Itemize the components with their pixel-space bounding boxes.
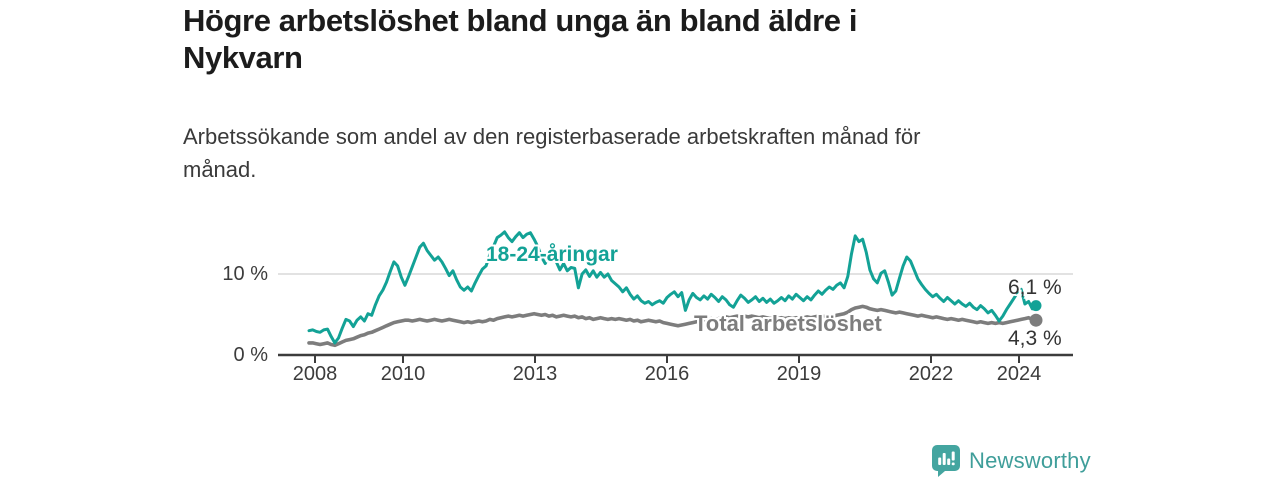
x-axis-tick-label: 2016 (644, 363, 690, 385)
x-axis-tick-label: 2010 (380, 363, 426, 385)
end-value-label-total: 4,3 % (1008, 327, 1062, 350)
chart-subtitle: Arbetssökande som andel av den registerb… (183, 120, 1043, 186)
series-line-youth (307, 230, 1038, 345)
series-lines (307, 230, 1043, 348)
x-axis-tick-label: 2019 (776, 363, 822, 385)
page-title: Högre arbetslöshet bland unga än bland ä… (183, 2, 1013, 76)
y-axis-label-10: 10 % (222, 263, 268, 285)
x-axis-tick-label: 2022 (908, 363, 954, 385)
end-value-label-youth: 6,1 % (1008, 276, 1062, 299)
newsworthy-logo-text: Newsworthy (969, 448, 1091, 473)
subtitle-line-1: Arbetssökande som andel av den registerb… (183, 124, 921, 149)
x-axis-tick-label: 2008 (292, 363, 338, 385)
series-label-total: Total arbetslöshet (694, 311, 882, 336)
series-label-youth: 18-24-åringar (486, 243, 618, 266)
newsworthy-logo-icon (932, 445, 960, 477)
x-axis-tick-marks (314, 355, 1020, 363)
end-point-total (1029, 313, 1043, 327)
newsworthy-logo-link[interactable]: Newsworthy (932, 445, 1091, 477)
x-axis-tick-label: 2013 (512, 363, 558, 385)
title-line-1: Högre arbetslöshet bland unga än bland ä… (183, 3, 858, 38)
title-line-2: Nykvarn (183, 40, 303, 75)
x-axis-tick-label: 2024 (996, 363, 1042, 385)
series-line-total (307, 304, 1038, 348)
y-axis-label-0: 0 % (233, 344, 268, 366)
end-point-youth (1030, 300, 1042, 312)
subtitle-line-2: månad. (183, 157, 257, 182)
